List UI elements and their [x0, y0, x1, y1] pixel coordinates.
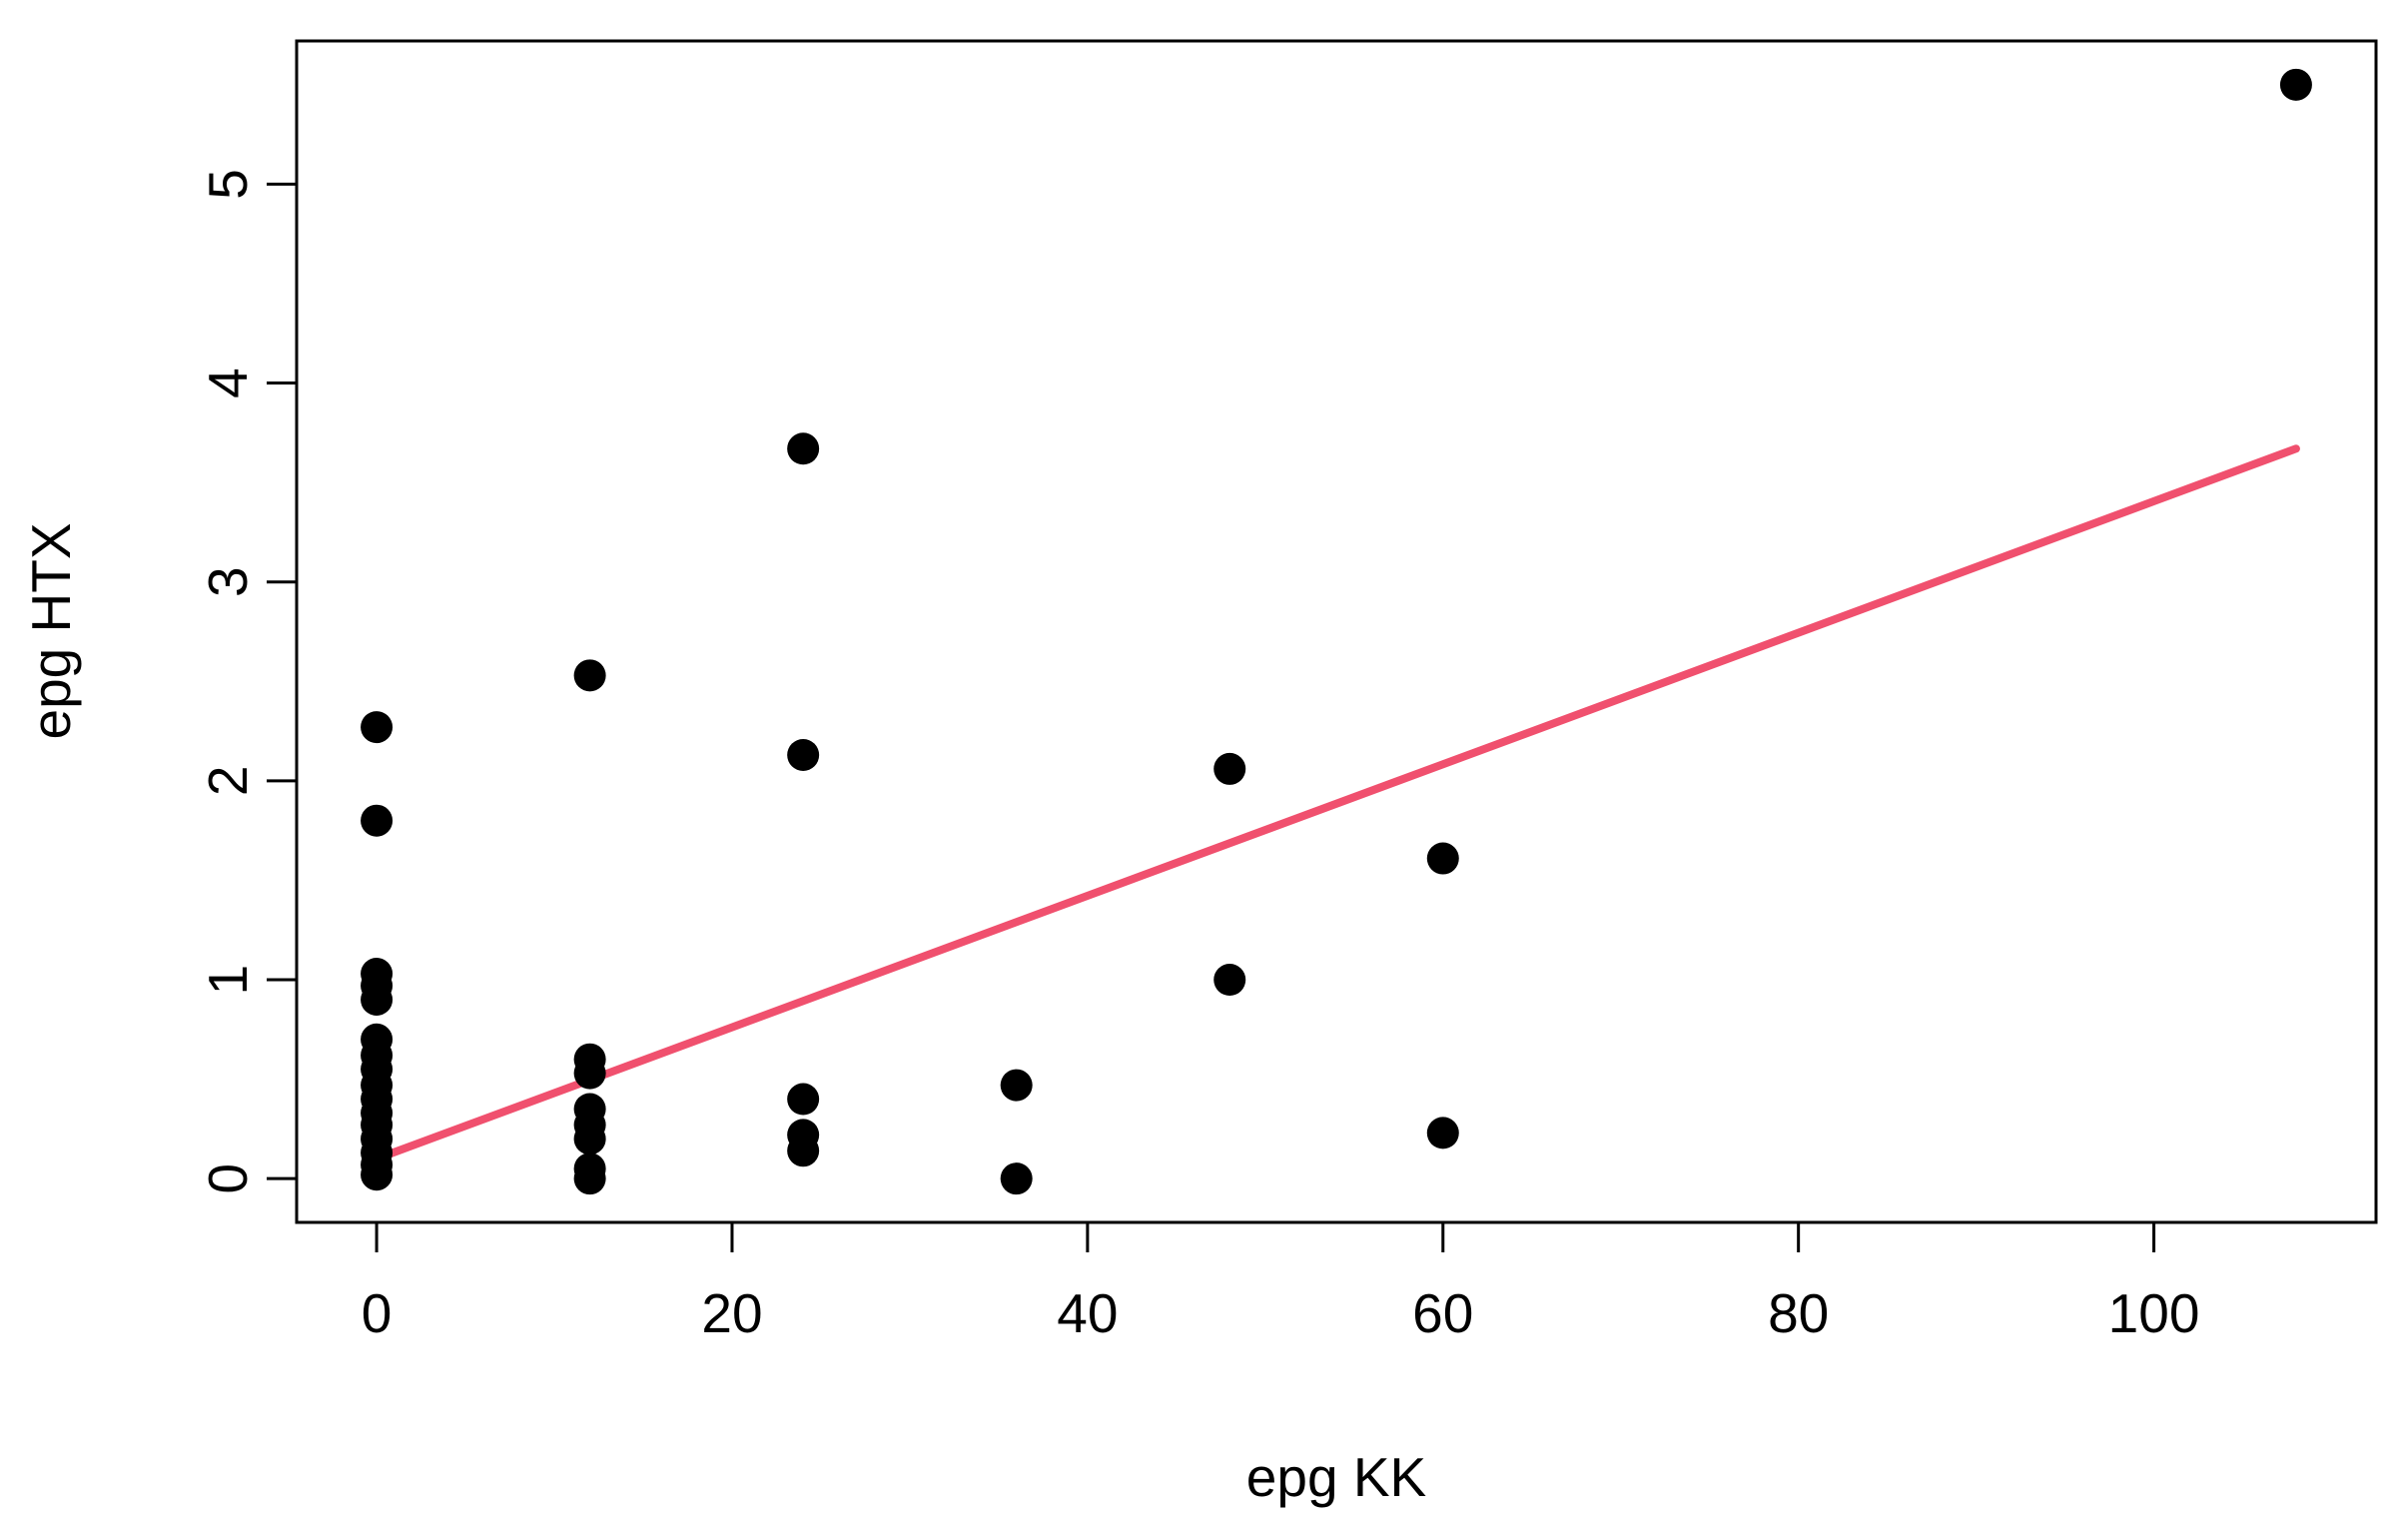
data-point [573, 659, 606, 692]
data-point [573, 1057, 606, 1090]
data-point [1426, 1117, 1459, 1149]
data-point [361, 711, 394, 744]
regression-line [373, 444, 2300, 1163]
y-tick-label: 3 [197, 566, 259, 597]
x-axis-title: epg KK [1246, 1446, 1427, 1508]
x-tick-label: 20 [701, 1282, 762, 1344]
y-axis: 0 1 2 3 4 5 [197, 169, 299, 1194]
y-tick-label: 5 [197, 169, 259, 200]
x-tick-label: 100 [2108, 1282, 2200, 1344]
data-point [787, 1135, 820, 1167]
data-point [1426, 842, 1459, 875]
x-tick-label: 40 [1057, 1282, 1118, 1344]
x-axis: 0 20 40 60 80 100 [362, 1220, 2200, 1344]
y-tick-label: 4 [197, 368, 259, 398]
data-point [361, 983, 394, 1016]
plot-frame [295, 39, 2378, 1224]
x-tick-label: 80 [1768, 1282, 1829, 1344]
data-point [573, 1123, 606, 1155]
y-axis-title: epg HTX [20, 522, 82, 739]
data-point [787, 432, 820, 465]
data-point [1213, 752, 1246, 785]
data-point [573, 1162, 606, 1195]
regression-line-layer [373, 444, 2300, 1163]
data-point [787, 738, 820, 771]
data-point [2279, 68, 2312, 101]
y-tick-label: 1 [197, 965, 259, 996]
y-tick-label: 0 [197, 1163, 259, 1194]
data-point [787, 1083, 820, 1116]
x-tick-label: 60 [1412, 1282, 1473, 1344]
data-point [1000, 1162, 1033, 1195]
y-tick-label: 2 [197, 766, 259, 797]
data-point [1000, 1069, 1033, 1102]
points-layer [361, 68, 2312, 1195]
x-tick-label: 0 [362, 1282, 393, 1344]
data-point [361, 804, 394, 837]
data-point [361, 1158, 394, 1191]
data-point [1213, 964, 1246, 997]
